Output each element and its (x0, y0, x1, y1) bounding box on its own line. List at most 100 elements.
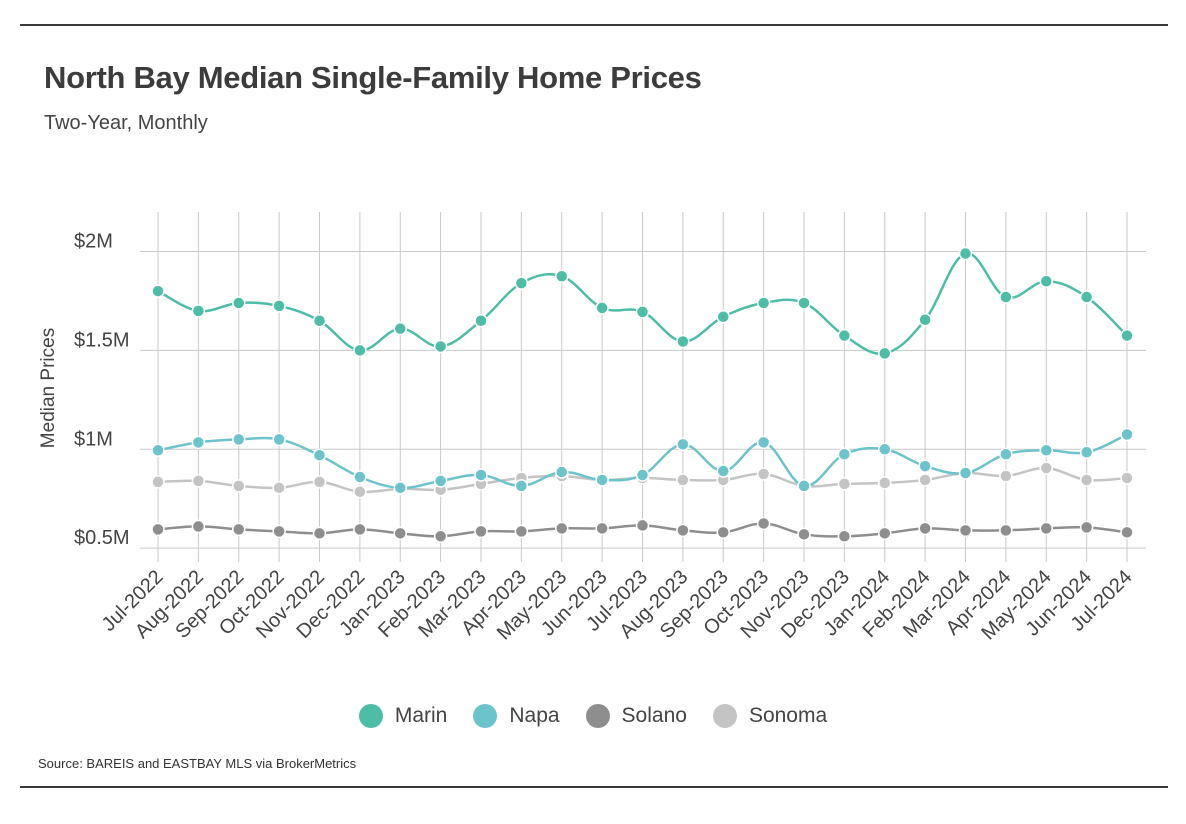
series-marin-point (191, 304, 206, 318)
series-marin-point (837, 328, 852, 343)
legend-label: Napa (509, 704, 560, 727)
legend-swatch (585, 704, 610, 728)
series-sonoma-point (918, 473, 932, 487)
legend-label: Marin (394, 704, 448, 727)
series-solano-point (555, 521, 569, 536)
legend-item-marin: Marin (358, 704, 448, 728)
legend-label: Solano (621, 704, 687, 727)
series-napa-point (555, 465, 569, 479)
series-napa-point (151, 443, 165, 458)
series-solano-point (514, 524, 529, 539)
series-solano-point (595, 521, 609, 536)
legend-item-napa: Napa (473, 704, 560, 728)
series-sonoma-point (232, 479, 246, 493)
series-marin-point (1120, 328, 1134, 343)
series-napa-point (878, 442, 892, 457)
series-napa-point (191, 435, 206, 450)
chart-subtitle: Two-Year, Monthly (44, 112, 208, 134)
series-solano-point (312, 526, 327, 541)
series-sonoma-point (151, 475, 165, 489)
legend-label: Sonoma (748, 704, 828, 727)
series-solano-point (232, 522, 246, 537)
series-sonoma-point (1039, 461, 1053, 475)
y-tick-label: $2M (74, 231, 113, 253)
legend-item-sonoma: Sonoma (712, 704, 828, 728)
series-solano-point (474, 524, 488, 539)
series-sonoma-point (272, 481, 286, 495)
series-napa-point (999, 447, 1013, 461)
series-solano-point (797, 527, 811, 542)
series-solano-point (676, 523, 690, 538)
series-marin-point (958, 246, 973, 261)
series-napa-point (474, 468, 488, 482)
series-napa-point (1079, 445, 1094, 460)
series-marin-point (1079, 290, 1094, 304)
series-solano-point (716, 525, 730, 540)
series-napa-point (595, 473, 609, 487)
series-solano-point (191, 519, 206, 534)
series-solano-point (272, 524, 286, 539)
series-napa-point (1039, 443, 1053, 458)
series-sonoma-point (837, 477, 852, 491)
series-solano-point (756, 516, 771, 531)
series-solano-point (958, 523, 973, 538)
series-napa (151, 427, 1134, 495)
series-marin-point (393, 321, 407, 336)
series-marin-point (353, 343, 367, 358)
series-napa-point (797, 479, 811, 493)
series-marin-point (312, 314, 327, 328)
series-napa-point (272, 432, 286, 447)
y-tick-label: $0.5M (74, 527, 130, 549)
series-solano-point (918, 521, 932, 536)
y-axis-label: Median Prices (38, 328, 59, 448)
top-rule (20, 24, 1168, 26)
series-marin-point (756, 296, 771, 310)
legend-swatch (473, 704, 498, 728)
series-solano-point (393, 526, 407, 541)
series-napa-point (312, 448, 327, 462)
series-solano-point (999, 523, 1013, 538)
series-napa-point (635, 468, 650, 482)
series-sonoma-point (1079, 473, 1094, 487)
series-marin-point (474, 314, 488, 328)
series-napa-point (433, 474, 448, 488)
series-sonoma-point (756, 467, 771, 481)
series-napa-point (837, 447, 852, 461)
series-solano-point (1039, 521, 1053, 536)
series-napa-point (514, 479, 529, 493)
series-sonoma-point (312, 475, 327, 489)
series-sonoma-point (353, 485, 367, 499)
series-napa-point (756, 435, 771, 450)
y-tick-label: $1.5M (74, 329, 130, 351)
series-marin-point (716, 310, 730, 324)
legend-item-solano: Solano (585, 704, 687, 728)
series-solano-point (878, 526, 892, 541)
series-napa-point (232, 432, 246, 447)
series-solano-point (837, 529, 852, 544)
source-note: Source: BAREIS and EASTBAY MLS via Broke… (38, 756, 357, 771)
series-marin-point (232, 296, 246, 310)
series-marin-point (433, 339, 448, 354)
series-marin-point (878, 346, 892, 361)
series-marin-point (595, 301, 609, 315)
series-marin-point (1039, 274, 1053, 288)
series-napa-point (918, 459, 932, 473)
series-sonoma-point (878, 476, 892, 490)
series-solano-point (1079, 520, 1094, 535)
series-napa-point (676, 437, 690, 452)
series-napa-point (353, 470, 367, 484)
legend-swatch (712, 704, 737, 728)
series-marin-point (151, 284, 165, 298)
series-solano-point (635, 518, 650, 533)
series-napa-point (716, 464, 730, 478)
series-solano-point (151, 522, 165, 537)
series-marin-point (797, 296, 811, 310)
series-marin-point (555, 269, 569, 284)
series-marin-point (676, 334, 690, 349)
legend-swatch (358, 704, 383, 728)
series-marin-point (999, 290, 1013, 304)
chart-title: North Bay Median Single-Family Home Pric… (44, 60, 702, 95)
series-solano (151, 516, 1134, 544)
series-sonoma-point (1120, 471, 1134, 485)
series-marin-point (635, 305, 650, 319)
